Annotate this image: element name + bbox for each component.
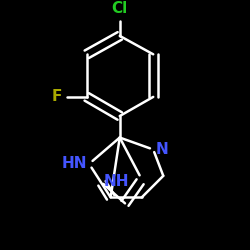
Text: N: N xyxy=(156,142,168,157)
Text: NH: NH xyxy=(104,174,129,189)
Text: Cl: Cl xyxy=(112,1,128,16)
Text: F: F xyxy=(51,90,62,104)
Text: HN: HN xyxy=(61,156,87,172)
